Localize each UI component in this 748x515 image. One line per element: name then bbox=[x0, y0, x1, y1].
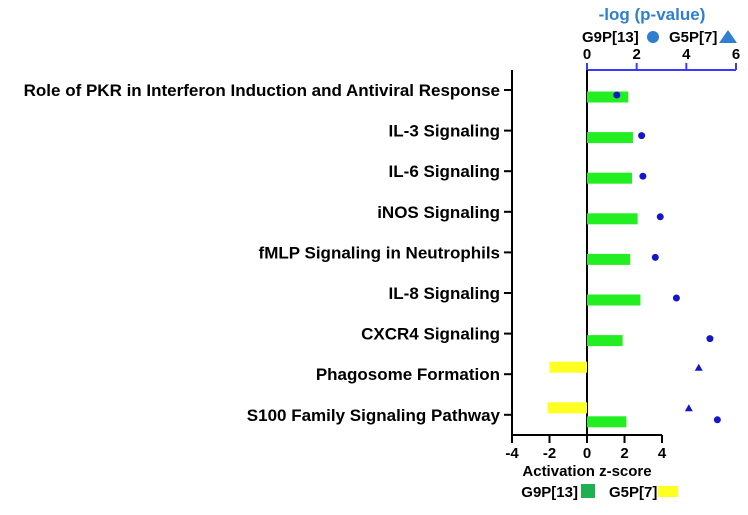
x-axis-title: Activation z-score bbox=[522, 463, 651, 480]
pvalue-marker-g9p13 bbox=[613, 91, 621, 99]
top-axis-tick-label: 4 bbox=[682, 46, 691, 63]
bottom-legend-g5p7-label: G5P[7] bbox=[609, 484, 657, 501]
pvalue-marker-g9p13 bbox=[706, 335, 714, 343]
top-axis-title: -log (p-value) bbox=[599, 5, 706, 24]
category-label: IL-6 Signaling bbox=[389, 162, 500, 181]
category-label: iNOS Signaling bbox=[377, 203, 500, 222]
bottom-legend-g9p13-label: G9P[13] bbox=[521, 484, 578, 501]
category-labels: Role of PKR in Interferon Induction and … bbox=[24, 81, 512, 425]
pvalue-marker-g5p7 bbox=[684, 404, 693, 412]
category-label: IL-8 Signaling bbox=[389, 284, 500, 303]
category-label: Phagosome Formation bbox=[316, 365, 500, 384]
bar-g5p7 bbox=[549, 361, 587, 373]
top-legend-triangle-label: G5P[7] bbox=[669, 29, 717, 46]
pvalue-markers bbox=[613, 91, 721, 424]
bottom-axis-tick-label: 0 bbox=[583, 445, 591, 462]
bar-g5p7 bbox=[547, 402, 587, 414]
top-legend-circle-label: G9P[13] bbox=[582, 29, 639, 46]
top-legend-triangle-marker bbox=[719, 30, 737, 43]
bar-g9p13 bbox=[587, 172, 632, 184]
pvalue-marker-g9p13 bbox=[713, 416, 721, 424]
pvalue-marker-g9p13 bbox=[651, 253, 659, 261]
category-label: Role of PKR in Interferon Induction and … bbox=[24, 81, 500, 100]
bars bbox=[547, 91, 641, 428]
bar-g9p13 bbox=[587, 213, 638, 225]
pvalue-marker-g5p7 bbox=[694, 363, 703, 371]
top-axis-tick-label: 0 bbox=[583, 46, 591, 63]
bar-g9p13 bbox=[587, 132, 633, 144]
top-axis-tick-label: 6 bbox=[732, 46, 740, 63]
bar-g9p13 bbox=[587, 335, 623, 347]
bottom-axis-tick-label: 4 bbox=[658, 445, 667, 462]
pvalue-marker-g9p13 bbox=[639, 172, 647, 180]
bar-g9p13 bbox=[587, 294, 641, 306]
bottom-axis-tick-label: 2 bbox=[620, 445, 628, 462]
top-axis-tick-label: 2 bbox=[632, 46, 640, 63]
bar-g9p13 bbox=[587, 416, 627, 428]
bottom-axis-tick-label: -4 bbox=[505, 445, 519, 462]
bar-g9p13 bbox=[587, 253, 631, 265]
bottom-axis-tick-label: -2 bbox=[543, 445, 556, 462]
bottom-legend-g9p13-swatch bbox=[581, 484, 595, 498]
category-label: IL-3 Signaling bbox=[389, 122, 500, 141]
top-axis-ticks: 0 2 4 6 bbox=[583, 46, 740, 70]
pvalue-marker-g9p13 bbox=[656, 213, 664, 221]
pvalue-marker-g9p13 bbox=[638, 132, 646, 140]
category-label: fMLP Signaling in Neutrophils bbox=[259, 243, 500, 262]
top-legend-circle-marker bbox=[647, 31, 659, 43]
pvalue-marker-g9p13 bbox=[672, 294, 680, 302]
category-label: CXCR4 Signaling bbox=[361, 325, 500, 344]
bottom-axis-ticks: -4 -2 0 2 4 bbox=[505, 435, 667, 462]
bar-g9p13 bbox=[587, 91, 629, 103]
category-label: S100 Family Signaling Pathway bbox=[247, 406, 501, 425]
bottom-legend-g5p7-swatch bbox=[658, 486, 678, 497]
